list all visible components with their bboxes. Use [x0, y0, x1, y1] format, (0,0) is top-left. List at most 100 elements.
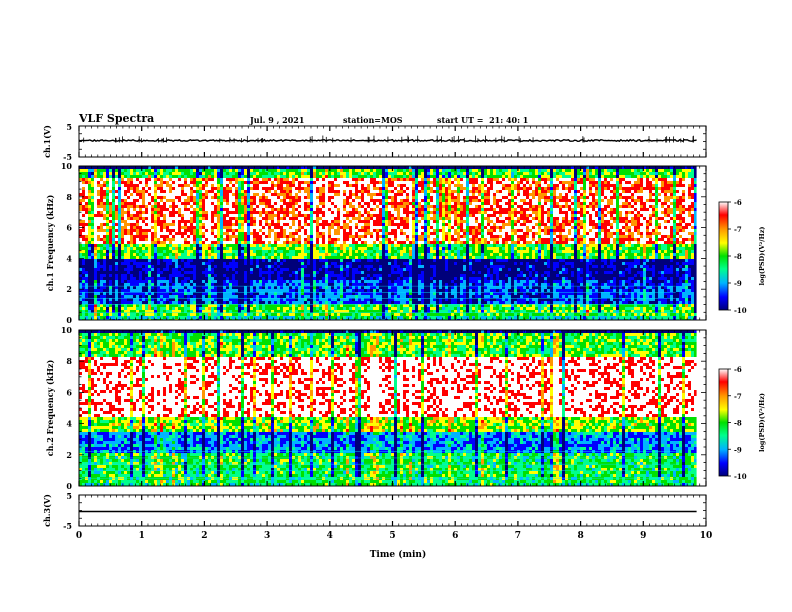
spectrogram-cell — [268, 298, 271, 301]
spectrogram-cell — [145, 295, 148, 298]
spectrogram-cell — [199, 166, 202, 169]
spectrogram-cell — [109, 229, 112, 232]
spectrogram-cell — [274, 298, 277, 301]
spectrogram-cell — [148, 280, 151, 283]
spectrogram-cell — [127, 202, 130, 205]
spectrogram-cell — [220, 298, 223, 301]
spectrogram-cell — [145, 253, 148, 256]
spectrogram-cell — [139, 238, 142, 241]
spectrogram-cell — [349, 247, 352, 250]
spectrogram-cell — [328, 265, 331, 268]
spectrogram-cell — [262, 280, 265, 283]
spectrogram-cell — [250, 169, 253, 172]
spectrogram-cell — [268, 220, 271, 223]
spectrogram-cell — [163, 229, 166, 232]
spectrogram-cell — [280, 310, 283, 313]
spectrogram-cell — [223, 313, 226, 316]
spectrogram-cell — [235, 295, 238, 298]
spectrogram-cell — [85, 271, 88, 274]
spectrogram-cell — [349, 301, 352, 304]
spectrogram-cell — [157, 271, 160, 274]
spectrogram-cell — [82, 187, 85, 190]
spectrogram-cell — [181, 241, 184, 244]
spectrogram-cell — [322, 223, 325, 226]
spectrogram-cell — [241, 268, 244, 271]
spectrogram-cell — [286, 184, 289, 187]
spectrogram-cell — [361, 229, 364, 232]
spectrogram-cell — [115, 190, 118, 193]
spectrogram-cell — [310, 307, 313, 310]
spectrogram-cell — [268, 202, 271, 205]
spectrogram-cell — [292, 172, 295, 175]
spectrogram-cell — [235, 298, 238, 301]
spectrogram-cell — [160, 268, 163, 271]
spectrogram-cell — [112, 184, 115, 187]
spectrogram-cell — [112, 286, 115, 289]
spectrogram-cell — [88, 250, 91, 253]
spectrogram-cell — [247, 235, 250, 238]
spectrogram-cell — [331, 286, 334, 289]
spectrogram-cell — [310, 280, 313, 283]
spectrogram-cell — [187, 199, 190, 202]
spectrogram-cell — [301, 184, 304, 187]
spectrogram-cell — [172, 313, 175, 316]
spectrogram-cell — [154, 295, 157, 298]
spectrogram-cell — [214, 238, 217, 241]
spectrogram-cell — [364, 175, 367, 178]
spectrogram-cell — [352, 202, 355, 205]
spectrogram-cell — [289, 301, 292, 304]
spectrogram-cell — [190, 199, 193, 202]
spectrogram-cell — [313, 187, 316, 190]
spectrogram-cell — [346, 310, 349, 313]
spectrogram-cell — [127, 196, 130, 199]
spectrogram-cell — [160, 172, 163, 175]
spectrogram-cell — [253, 295, 256, 298]
spectrogram-cell — [100, 214, 103, 217]
spectrogram-cell — [169, 301, 172, 304]
spectrogram-cell — [226, 190, 229, 193]
spectrogram-cell — [145, 265, 148, 268]
spectrogram-cell — [340, 253, 343, 256]
spectrogram-cell — [100, 286, 103, 289]
spectrogram-cell — [208, 283, 211, 286]
spectrogram-cell — [328, 190, 331, 193]
spectrogram-cell — [121, 256, 124, 259]
spectrogram-cell — [295, 277, 298, 280]
spectrogram-cell — [313, 316, 316, 319]
spectrogram-cell — [223, 184, 226, 187]
spectrogram-cell — [187, 286, 190, 289]
spectrogram-cell — [340, 304, 343, 307]
spectrogram-cell — [343, 190, 346, 193]
spectrogram-cell — [349, 289, 352, 292]
spectrogram-cell — [139, 271, 142, 274]
spectrogram-cell — [232, 187, 235, 190]
spectrogram-cell — [322, 178, 325, 181]
spectrogram-cell — [355, 253, 358, 256]
spectrogram-cell — [220, 235, 223, 238]
spectrogram-cell — [226, 265, 229, 268]
spectrogram-cell — [160, 205, 163, 208]
spectrogram-cell — [361, 205, 364, 208]
spectrogram-cell — [85, 166, 88, 169]
spectrogram-cell — [325, 310, 328, 313]
spectrogram-cell — [286, 274, 289, 277]
spectrogram-cell — [136, 286, 139, 289]
spectrogram-cell — [340, 169, 343, 172]
spectrogram-cell — [145, 205, 148, 208]
spectrogram-cell — [85, 238, 88, 241]
spectrogram-cell — [226, 277, 229, 280]
spectrogram-cell — [151, 268, 154, 271]
spectrogram-cell — [340, 256, 343, 259]
spectrogram-cell — [262, 259, 265, 262]
spectrogram-cell — [136, 265, 139, 268]
spectrogram-cell — [364, 193, 367, 196]
spectrogram-cell — [262, 256, 265, 259]
spectrogram-cell — [235, 181, 238, 184]
spectrogram-cell — [133, 178, 136, 181]
spectrogram-cell — [130, 229, 133, 232]
spectrogram-cell — [97, 187, 100, 190]
spectrogram-cell — [259, 226, 262, 229]
spectrogram-cell — [151, 262, 154, 265]
spectrogram-cell — [103, 238, 106, 241]
spectrogram-cell — [178, 226, 181, 229]
